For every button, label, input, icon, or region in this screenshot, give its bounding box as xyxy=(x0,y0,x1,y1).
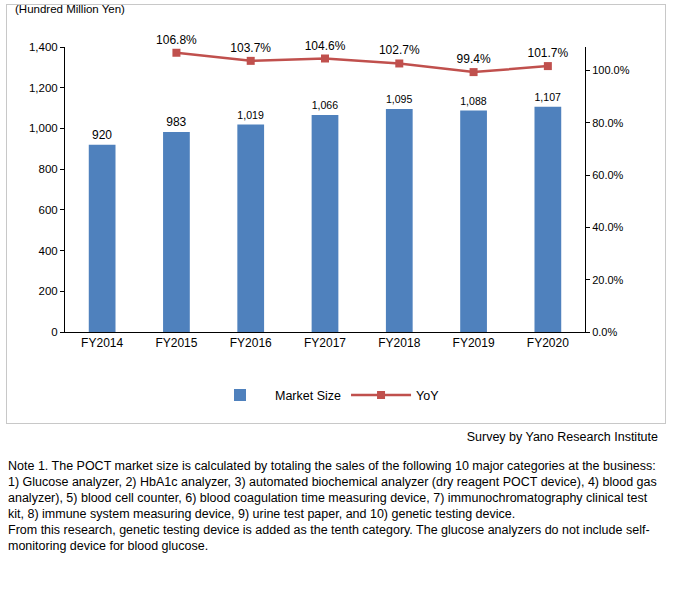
svg-text:FY2018: FY2018 xyxy=(378,336,420,350)
svg-text:FY2017: FY2017 xyxy=(304,336,346,350)
svg-text:1,200: 1,200 xyxy=(29,82,58,94)
svg-text:1,107: 1,107 xyxy=(534,91,561,103)
svg-text:FY2019: FY2019 xyxy=(453,336,495,350)
svg-text:FY2015: FY2015 xyxy=(155,336,197,350)
svg-text:Market Size: Market Size xyxy=(275,389,341,403)
svg-text:FY2014: FY2014 xyxy=(81,336,123,350)
svg-text:40.0%: 40.0% xyxy=(592,221,623,233)
svg-text:983: 983 xyxy=(166,115,186,129)
svg-text:1,095: 1,095 xyxy=(386,93,413,105)
svg-text:20.0%: 20.0% xyxy=(592,274,623,286)
svg-text:FY2016: FY2016 xyxy=(230,336,272,350)
svg-text:0: 0 xyxy=(51,326,57,338)
svg-text:101.7%: 101.7% xyxy=(528,46,569,60)
svg-text:103.7%: 103.7% xyxy=(230,41,271,55)
svg-text:99.4%: 99.4% xyxy=(457,52,491,66)
html-text:Survey by Yano Research Instit: Survey by Yano Research Institute xyxy=(466,430,658,444)
svg-text:(Hundred Million Yen): (Hundred Million Yen) xyxy=(15,5,125,15)
svg-text:600: 600 xyxy=(39,204,58,216)
svg-text:104.6%: 104.6% xyxy=(305,39,346,53)
svg-text:100.0%: 100.0% xyxy=(592,64,630,76)
html-text:Note 1. The POCT market size i: Note 1. The POCT market size is calculat… xyxy=(8,459,657,521)
svg-text:FY2020: FY2020 xyxy=(527,336,569,350)
svg-text:1,088: 1,088 xyxy=(460,95,487,107)
svg-text:800: 800 xyxy=(39,163,58,175)
svg-text:1,400: 1,400 xyxy=(29,41,58,53)
svg-text:200: 200 xyxy=(39,285,58,297)
svg-text:102.7%: 102.7% xyxy=(379,43,420,57)
svg-text:920: 920 xyxy=(92,128,112,142)
html-text:From this research, genetic te: From this research, genetic testing devi… xyxy=(8,523,650,553)
svg-text:106.8%: 106.8% xyxy=(156,33,197,47)
svg-text:1,066: 1,066 xyxy=(312,99,339,111)
svg-text:1,019: 1,019 xyxy=(237,109,264,121)
svg-text:400: 400 xyxy=(39,245,58,257)
svg-text:YoY: YoY xyxy=(416,389,439,403)
svg-text:60.0%: 60.0% xyxy=(592,169,623,181)
svg-text:80.0%: 80.0% xyxy=(592,117,623,129)
svg-text:0.0%: 0.0% xyxy=(592,326,617,338)
svg-text:1,000: 1,000 xyxy=(29,122,58,134)
